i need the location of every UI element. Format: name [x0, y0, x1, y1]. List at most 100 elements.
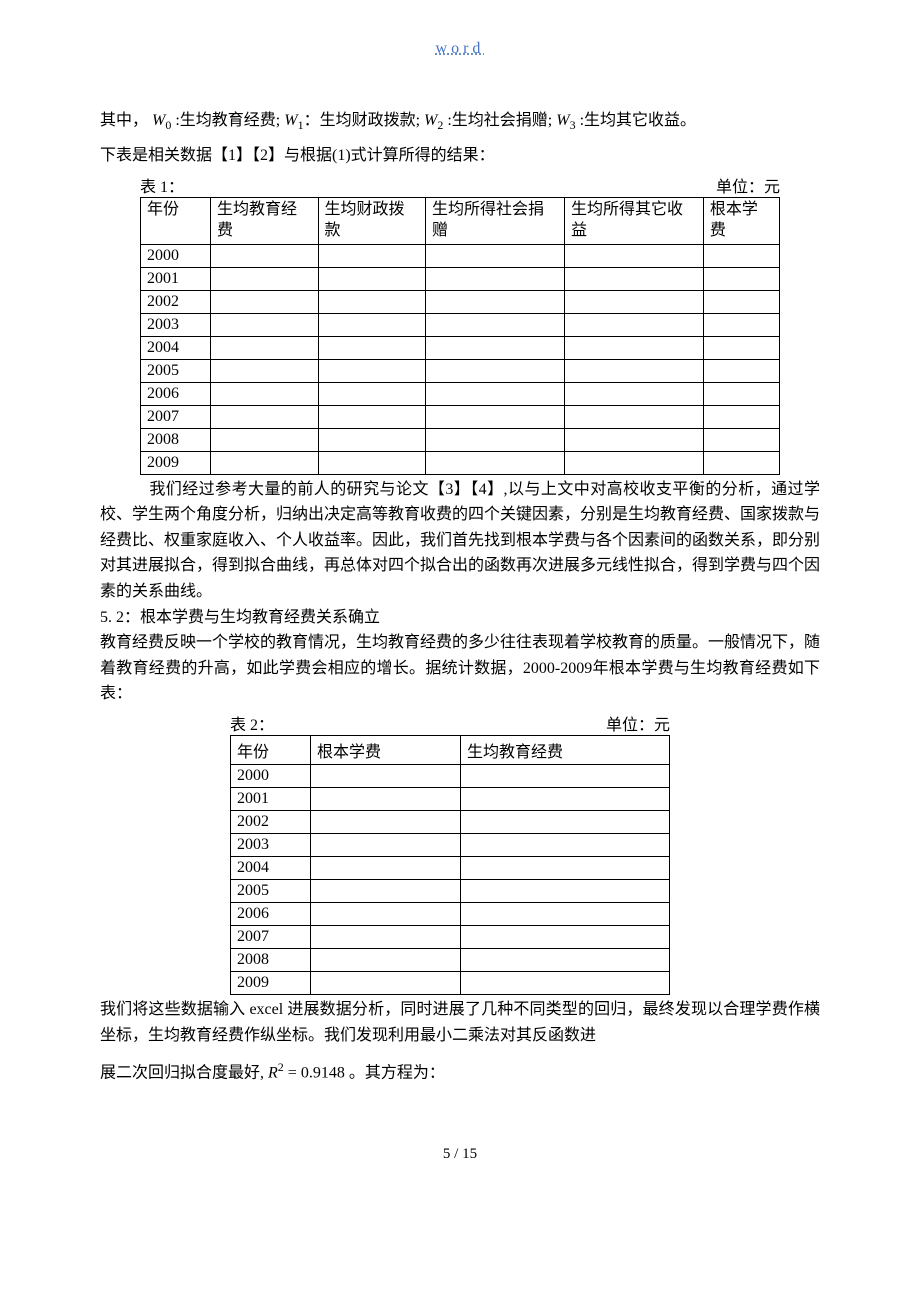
table-cell [461, 764, 670, 787]
table-row: 2003 [141, 313, 780, 336]
var-w0: W [152, 112, 165, 129]
table-cell [426, 267, 565, 290]
table-cell [564, 313, 703, 336]
table-cell [564, 428, 703, 451]
table-cell: 2004 [231, 856, 311, 879]
para-5-2: 教育经费反映一个学校的教育情况，生均教育经费的多少往往表现着学校教育的质量。一般… [100, 630, 820, 707]
table-cell [564, 267, 703, 290]
table-cell [318, 336, 426, 359]
table-cell [311, 971, 461, 994]
table-cell: 2006 [141, 382, 211, 405]
table-cell [426, 382, 565, 405]
table-cell [461, 925, 670, 948]
table-cell [318, 382, 426, 405]
table-row: 2005 [231, 879, 670, 902]
table1-caption-left: 表 1： [140, 173, 184, 197]
table-cell [211, 244, 319, 267]
table-cell: 2007 [141, 405, 211, 428]
table-col-header: 生均所得社会捐赠 [426, 197, 565, 244]
table-cell [318, 428, 426, 451]
table-cell: 2003 [231, 833, 311, 856]
table-cell: 2008 [141, 428, 211, 451]
table-cell [211, 336, 319, 359]
r2-eq: = 0.9148 [284, 1064, 349, 1081]
table-cell [703, 359, 779, 382]
table-cell [311, 879, 461, 902]
table2: 年份根本学费生均教育经费 2000 2001 2002 2003 2004 20… [230, 735, 670, 995]
table-cell [318, 244, 426, 267]
table-cell [703, 428, 779, 451]
table-row: 2009 [231, 971, 670, 994]
table-col-header: 根本学费 [311, 735, 461, 764]
table-cell [426, 428, 565, 451]
table-cell: 2009 [141, 451, 211, 474]
table-cell: 2005 [231, 879, 311, 902]
table-cell [426, 359, 565, 382]
table-row: 2002 [141, 290, 780, 313]
table-cell [564, 451, 703, 474]
table-cell [461, 856, 670, 879]
table-cell [564, 405, 703, 428]
para-b-prefix: 展二次回归拟合度最好, [100, 1064, 264, 1081]
r2-var: R [264, 1064, 278, 1081]
table-cell: 2000 [231, 764, 311, 787]
table-cell: 2001 [231, 787, 311, 810]
table-cell [211, 267, 319, 290]
table-row: 2004 [141, 336, 780, 359]
table-row: 2000 [231, 764, 670, 787]
table-col-header: 生均所得其它收益 [564, 197, 703, 244]
table-col-header: 生均教育经费 [461, 735, 670, 764]
table-col-header: 生均财政拨款 [318, 197, 426, 244]
desc1: ：生均财政拨款; [304, 112, 424, 129]
table-cell: 2008 [231, 948, 311, 971]
table2-body: 2000 2001 2002 2003 2004 2005 2006 2007 … [231, 764, 670, 994]
indent [100, 481, 149, 498]
table-cell [426, 290, 565, 313]
table2-caption: 表 2： 单位：元 [230, 711, 670, 735]
table-cell [318, 313, 426, 336]
table-cell [461, 833, 670, 856]
table-cell [703, 244, 779, 267]
table-cell [311, 856, 461, 879]
table-col-header: 年份 [141, 197, 211, 244]
table-cell [461, 971, 670, 994]
line2: 下表是相关数据【1】【2】与根据(1)式计算所得的结果： [100, 143, 820, 169]
var-w1: W [284, 112, 297, 129]
para-after-table2-b: 展二次回归拟合度最好, R2 = 0.9148 。其方程为： [100, 1058, 820, 1086]
table-cell [318, 359, 426, 382]
table-cell [426, 313, 565, 336]
table-cell [703, 405, 779, 428]
table-cell [703, 267, 779, 290]
table-col-header: 生均教育经费 [211, 197, 319, 244]
table-row: 2001 [231, 787, 670, 810]
table-cell [211, 428, 319, 451]
page-header-word: word [100, 40, 820, 58]
table1-caption-right: 单位：元 [716, 173, 780, 197]
table-cell [426, 405, 565, 428]
table-row: 2008 [141, 428, 780, 451]
table-cell [311, 787, 461, 810]
desc0: 生均教育经费; [180, 112, 284, 129]
table1: 年份生均教育经费生均财政拨款生均所得社会捐赠生均所得其它收益根本学费 2000 … [140, 197, 780, 475]
table-cell [703, 336, 779, 359]
table-cell [211, 405, 319, 428]
table-cell [211, 313, 319, 336]
table1-body: 2000 2001 2002 2003 2004 2005 2006 2007 … [141, 244, 780, 474]
colon0: : [171, 112, 179, 129]
table-cell [703, 313, 779, 336]
table-row: 2006 [231, 902, 670, 925]
table-cell [311, 833, 461, 856]
table-cell: 2002 [231, 810, 311, 833]
table-cell [564, 382, 703, 405]
table-col-header: 根本学费 [703, 197, 779, 244]
table-cell [564, 290, 703, 313]
para-after-table2-a: 我们将这些数据输入 excel 进展数据分析，同时进展了几种不同类型的回归，最终… [100, 997, 820, 1048]
table-cell [461, 810, 670, 833]
table-col-header: 年份 [231, 735, 311, 764]
table-cell: 2004 [141, 336, 211, 359]
table-row: 2004 [231, 856, 670, 879]
para-after-table1: 我们经过参考大量的前人的研究与论文【3】【4】,以与上文中对高校收支平衡的分析，… [100, 477, 820, 605]
desc3: :生均其它收益。 [576, 112, 696, 129]
var-w2: W [424, 112, 437, 129]
table1-header-row: 年份生均教育经费生均财政拨款生均所得社会捐赠生均所得其它收益根本学费 [141, 197, 780, 244]
